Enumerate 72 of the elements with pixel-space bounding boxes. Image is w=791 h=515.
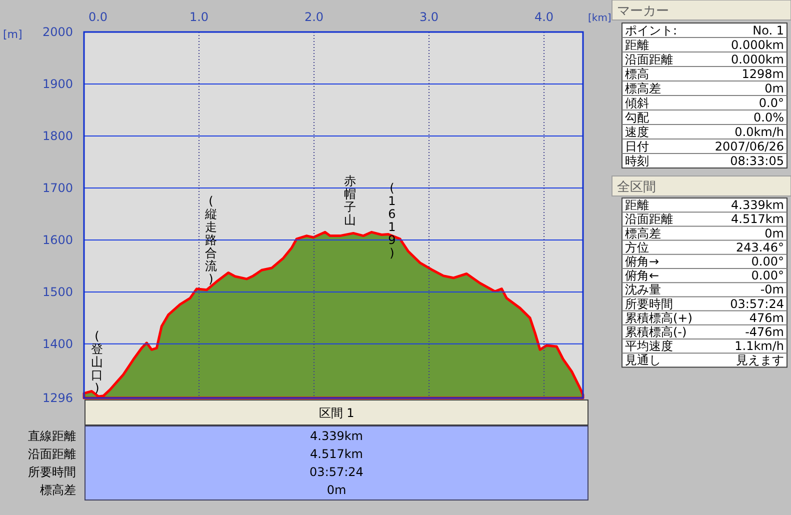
text: 4.339km — [310, 429, 363, 443]
text: 区間 1 — [318, 406, 354, 420]
text: 0.0% — [754, 110, 784, 124]
y-tick-label: 2000 — [42, 25, 73, 39]
text: 03:57:24 — [730, 296, 784, 311]
x-axis-title: [km] — [588, 13, 612, 24]
text: 476m — [749, 310, 784, 325]
text: 4.517km — [731, 212, 784, 226]
text: 0m — [764, 226, 784, 240]
text: No. 1 — [752, 24, 784, 38]
text: ポイント: — [625, 24, 678, 38]
text: 03:57:24 — [310, 465, 364, 479]
text: 平均速度 — [625, 339, 673, 354]
text: 0m — [764, 82, 784, 96]
text: 距離 — [625, 198, 649, 212]
text: 沈み量 — [625, 282, 661, 297]
text: 見通し — [625, 353, 661, 368]
y-axis-title: [m] — [3, 28, 22, 41]
y-tick-label: 1500 — [42, 284, 73, 299]
annotation: 赤帽子山 — [344, 174, 356, 227]
text: 標高差 — [625, 82, 661, 96]
text: 08:33:05 — [730, 154, 784, 168]
y-tick-label: 1900 — [42, 76, 73, 91]
text: 0.0km/h — [734, 125, 784, 139]
y-tick-label: 1600 — [42, 232, 73, 247]
y-tick-label: 1700 — [42, 180, 73, 195]
text: 標高差 — [625, 226, 661, 240]
text: 4.517km — [310, 447, 363, 461]
text: -476m — [745, 325, 784, 339]
text: 見えます — [736, 353, 784, 368]
text: 速度 — [625, 125, 649, 139]
x-tick-label: 0.0 — [88, 10, 108, 24]
text: 俯角← — [625, 268, 660, 283]
text: 勾配 — [625, 110, 649, 124]
text: 直線距離 — [28, 429, 76, 443]
text: 時刻 — [625, 154, 649, 168]
text: 方位 — [625, 240, 649, 254]
text: 1.1km/h — [734, 339, 784, 354]
text: 日付 — [625, 140, 649, 154]
text: 243.46° — [736, 240, 784, 254]
text: -0m — [760, 282, 784, 297]
text: 累積標高(+) — [625, 310, 692, 325]
text: 沿面距離 — [625, 52, 673, 66]
text: 所要時間 — [28, 465, 76, 479]
text: 俯角→ — [625, 254, 660, 268]
y-tick-label: 1400 — [42, 336, 73, 351]
text: マーカー — [617, 4, 669, 19]
text: 0.0° — [758, 96, 784, 110]
x-tick-label: 3.0 — [419, 10, 439, 24]
text: 距離 — [625, 38, 649, 52]
text: 2007/06/26 — [714, 140, 784, 154]
text: 標高差 — [40, 483, 76, 497]
text: 累積標高(-) — [625, 325, 687, 339]
text: 標高 — [625, 67, 649, 81]
text: 0.000km — [731, 38, 784, 52]
x-tick-label: 2.0 — [304, 10, 324, 24]
text: 0m — [326, 483, 346, 497]
text: 傾斜 — [625, 96, 649, 110]
text: 0.00° — [751, 268, 784, 283]
text: 0.000km — [731, 52, 784, 66]
text: 4.339km — [731, 198, 784, 212]
text: 沿面距離 — [28, 447, 76, 461]
text: 全区間 — [617, 180, 656, 195]
annotation: (登山口) — [91, 329, 103, 395]
y-tick-label: 1800 — [42, 128, 73, 143]
text: 1298m — [742, 67, 784, 81]
y-tick-label: 1296 — [42, 391, 73, 405]
text: 0.00° — [751, 254, 784, 268]
text: 所要時間 — [625, 296, 673, 311]
x-tick-label: 1.0 — [189, 10, 209, 24]
text: 沿面距離 — [625, 212, 673, 226]
x-tick-label: 4.0 — [534, 10, 554, 24]
